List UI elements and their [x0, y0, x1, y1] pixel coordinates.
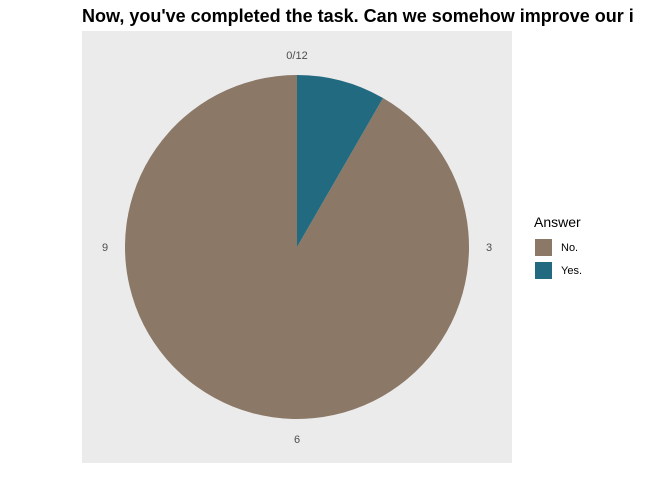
theta-tick-label: 9	[102, 242, 108, 254]
legend: Answer No. Yes.	[534, 214, 582, 282]
legend-item-no: No.	[534, 236, 582, 259]
pie-slice-no	[124, 75, 469, 419]
pie-slice-yes	[297, 75, 383, 247]
theta-tick-label: 3	[486, 242, 492, 254]
legend-title: Answer	[534, 214, 581, 230]
legend-item-yes: Yes.	[534, 259, 582, 282]
legend-label-no: No.	[561, 241, 579, 254]
theta-tick-label: 6	[294, 434, 300, 446]
legend-label-yes: Yes.	[561, 264, 583, 277]
legend-key-yes	[535, 262, 552, 279]
legend-key-no	[535, 239, 552, 256]
pie-chart: 0/12 3 6 9	[102, 50, 492, 446]
theta-tick-label: 0/12	[286, 50, 307, 62]
chart-title: Now, you've completed the task. Can we s…	[82, 6, 634, 26]
